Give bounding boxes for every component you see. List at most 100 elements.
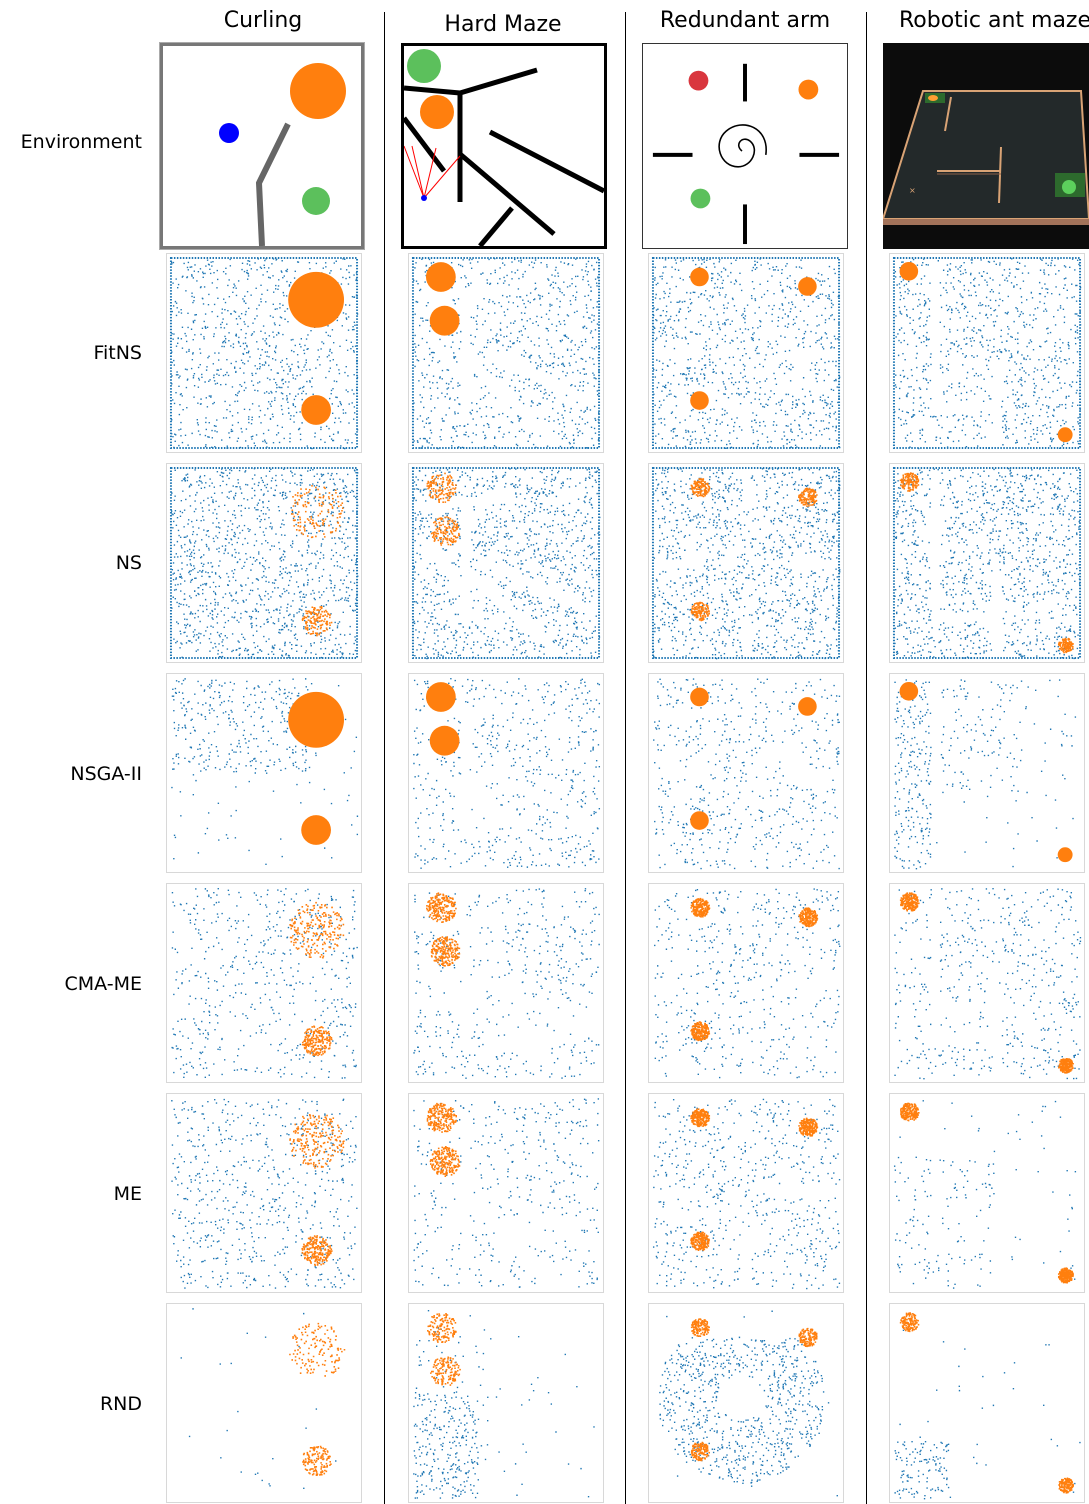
explored-behaviors bbox=[171, 1098, 358, 1289]
target-region-points bbox=[1057, 1267, 1074, 1284]
scatter-plot bbox=[894, 1312, 1081, 1500]
scatter-panel bbox=[889, 253, 1085, 453]
column-separator bbox=[384, 12, 385, 1504]
target-region bbox=[301, 815, 331, 845]
scatter-panel bbox=[408, 673, 604, 873]
target-region-points bbox=[690, 1318, 710, 1337]
target-region-points bbox=[430, 936, 461, 967]
target-region-points bbox=[430, 516, 461, 546]
explored-behaviors bbox=[412, 257, 601, 450]
target-region-points bbox=[690, 601, 710, 622]
archive-border bbox=[411, 466, 601, 660]
target-region bbox=[798, 277, 817, 296]
row-label-me: ME bbox=[113, 1183, 142, 1205]
target-region-points bbox=[690, 1021, 711, 1042]
target-region bbox=[690, 267, 709, 287]
target-region-points bbox=[690, 1108, 711, 1128]
scatter-panel bbox=[166, 673, 362, 873]
archive-border bbox=[169, 466, 359, 660]
scatter-panel bbox=[648, 463, 844, 663]
scatter-plot bbox=[894, 679, 1077, 870]
row-label-environment: Environment bbox=[20, 131, 142, 153]
target-region-points bbox=[798, 1117, 819, 1137]
target-region bbox=[690, 687, 709, 707]
target-region bbox=[301, 395, 331, 425]
target-region-points bbox=[301, 1025, 333, 1057]
column-separator bbox=[866, 12, 867, 1504]
target-region-points bbox=[426, 892, 457, 924]
target-region-points bbox=[301, 605, 333, 637]
scatter-plot bbox=[892, 256, 1082, 450]
target-region-points bbox=[690, 897, 711, 918]
target-region-points bbox=[1058, 1058, 1074, 1074]
scatter-panel bbox=[408, 463, 604, 663]
scatter-panel bbox=[408, 253, 604, 453]
svg-text:×: × bbox=[909, 186, 916, 195]
target-region bbox=[798, 697, 817, 716]
scatter-panel bbox=[408, 1093, 604, 1293]
target-region-points bbox=[302, 1445, 332, 1476]
target-region-points bbox=[690, 1231, 710, 1252]
explored-behaviors bbox=[894, 1329, 1081, 1500]
scatter-panel bbox=[648, 1303, 844, 1503]
target-region-points bbox=[289, 901, 345, 959]
target-region bbox=[1057, 427, 1073, 443]
target-region-points bbox=[690, 1441, 710, 1462]
target-region-points bbox=[1058, 1477, 1075, 1494]
explored-behaviors bbox=[413, 468, 601, 660]
scatter-plot bbox=[169, 466, 359, 660]
target-region-points bbox=[899, 1312, 920, 1333]
target-region bbox=[429, 305, 460, 336]
scatter-panel bbox=[648, 673, 844, 873]
explored-behaviors bbox=[893, 1100, 1077, 1289]
explored-behaviors bbox=[170, 467, 359, 659]
explored-behaviors bbox=[894, 679, 1077, 870]
scatter-panel bbox=[166, 1303, 362, 1503]
column-title-redundant-arm: Redundant arm bbox=[659, 8, 831, 33]
column-title-robotic-ant-maze: Robotic ant maze bbox=[898, 8, 1089, 33]
target-region bbox=[425, 262, 456, 292]
target-region-points bbox=[427, 1313, 457, 1344]
row-label-rnd: RND bbox=[99, 1393, 142, 1415]
explored-behaviors bbox=[413, 1309, 595, 1499]
hard-maze-environment-icon bbox=[401, 43, 607, 249]
target-region bbox=[288, 691, 345, 748]
explored-behaviors bbox=[894, 467, 1081, 660]
explored-behaviors bbox=[894, 887, 1082, 1080]
target-region-points bbox=[798, 487, 818, 507]
target-region bbox=[425, 682, 456, 712]
scatter-plot bbox=[651, 256, 841, 450]
target-region-points bbox=[900, 1102, 920, 1122]
target-region-points bbox=[426, 1102, 458, 1133]
redundant-arm-environment-icon bbox=[642, 43, 848, 249]
scatter-plot bbox=[413, 1309, 595, 1499]
target-region-points bbox=[290, 485, 344, 539]
scatter-plot bbox=[894, 887, 1082, 1080]
scatter-plot bbox=[171, 1098, 358, 1289]
target-region bbox=[899, 681, 919, 701]
target-region-points bbox=[690, 478, 711, 498]
scatter-plot bbox=[180, 1308, 346, 1490]
scatter-plot bbox=[169, 256, 359, 450]
target-region-points bbox=[426, 472, 457, 504]
target-region-points bbox=[899, 472, 920, 492]
explored-behaviors bbox=[652, 468, 841, 660]
scatter-plot bbox=[659, 1310, 838, 1497]
target-region bbox=[899, 261, 919, 281]
target-region-points bbox=[899, 892, 920, 912]
explored-behaviors bbox=[171, 678, 359, 865]
scatter-plot bbox=[652, 1098, 841, 1290]
robotic-ant-maze-environment-icon: × bbox=[883, 43, 1089, 249]
explored-behaviors bbox=[652, 258, 841, 450]
scatter-panel bbox=[408, 883, 604, 1083]
scatter-plot bbox=[171, 678, 359, 865]
curling-environment-icon bbox=[159, 42, 365, 250]
scatter-plot bbox=[651, 466, 841, 660]
target-region-points bbox=[289, 1322, 346, 1377]
scatter-plot bbox=[653, 678, 841, 870]
scatter-plot bbox=[171, 887, 358, 1079]
scatter-panel bbox=[408, 1303, 604, 1503]
target-region-points bbox=[798, 907, 819, 928]
target-region bbox=[690, 811, 709, 830]
target-region bbox=[1057, 847, 1073, 863]
